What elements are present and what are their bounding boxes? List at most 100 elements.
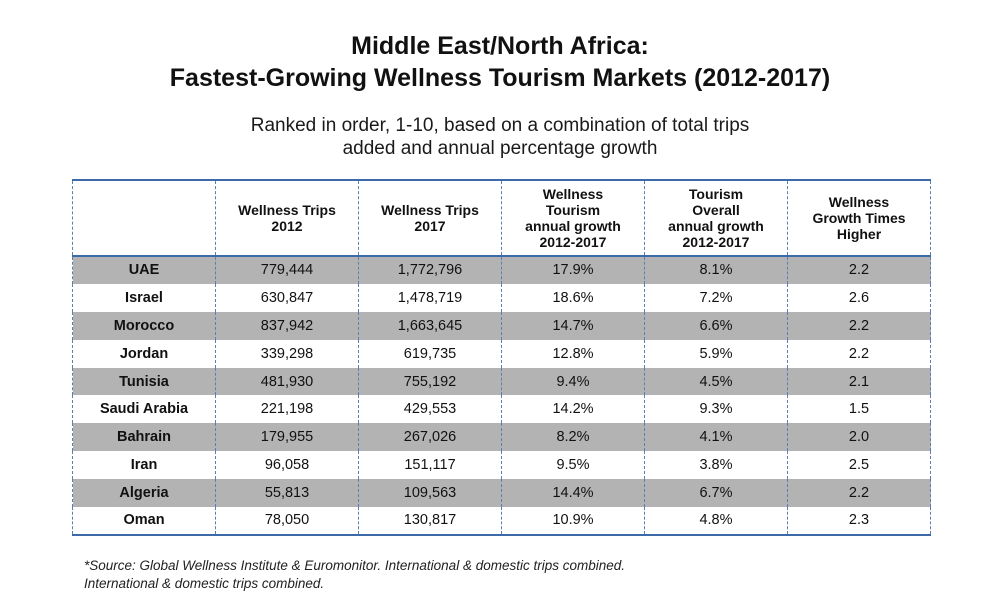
wellness-markets-table: Wellness Trips 2012 Wellness Trips 2017 Well…	[72, 179, 931, 536]
value-cell: 2.1	[787, 367, 931, 396]
table-row: UAE 779,444 1,772,796 17.9% 8.1% 2.2	[72, 256, 931, 284]
country-cell: Oman	[72, 507, 216, 536]
value-cell: 6.6%	[644, 311, 788, 340]
value-cell: 2.6	[787, 283, 931, 312]
page-title-line-2: Fastest-Growing Wellness Tourism Markets…	[169, 64, 831, 92]
table-header-line: 2012-2017	[539, 234, 607, 250]
value-cell: 12.8%	[501, 339, 645, 368]
table-row: Saudi Arabia 221,198 429,553 14.2% 9.3% 1.5	[72, 395, 931, 424]
value-cell: 4.8%	[644, 507, 788, 536]
table-row: Israel 630,847 1,478,719 18.6% 7.2% 2.6	[72, 283, 931, 312]
value-cell: 55,813	[215, 479, 359, 508]
value-cell: 14.4%	[501, 479, 645, 508]
value-cell: 9.4%	[501, 367, 645, 396]
value-cell: 221,198	[215, 395, 359, 424]
country-cell: Morocco	[72, 311, 216, 340]
value-cell: 3.8%	[644, 451, 788, 480]
table-header-line: 2012-2017	[682, 234, 750, 250]
country-cell: Saudi Arabia	[72, 395, 216, 424]
value-cell: 96,058	[215, 451, 359, 480]
table-header-cell: Wellness Tourism annual growth 2012-2017	[501, 179, 645, 257]
country-cell: Algeria	[72, 479, 216, 508]
value-cell: 1,663,645	[358, 311, 502, 340]
country-cell: Tunisia	[72, 367, 216, 396]
table-header-blank	[72, 179, 216, 257]
value-cell: 2.5	[787, 451, 931, 480]
table-header-line: Wellness Trips	[381, 202, 479, 218]
table-row: Algeria 55,813 109,563 14.4% 6.7% 2.2	[72, 479, 931, 508]
table-body: UAE 779,444 1,772,796 17.9% 8.1% 2.2 Israel 630…	[72, 256, 931, 536]
value-cell: 2.3	[787, 507, 931, 536]
table-header-line: annual growth	[525, 218, 621, 234]
table-header-line: Tourism	[688, 186, 744, 202]
value-cell: 8.1%	[644, 256, 788, 284]
value-cell: 17.9%	[501, 256, 645, 284]
value-cell: 481,930	[215, 367, 359, 396]
subtitle-line-1: Ranked in order, 1-10, based on a combin…	[250, 115, 750, 136]
value-cell: 9.3%	[644, 395, 788, 424]
country-cell: Bahrain	[72, 423, 216, 452]
value-cell: 14.7%	[501, 311, 645, 340]
value-cell: 429,553	[358, 395, 502, 424]
value-cell: 339,298	[215, 339, 359, 368]
value-cell: 8.2%	[501, 423, 645, 452]
value-cell: 779,444	[215, 256, 359, 284]
value-cell: 10.9%	[501, 507, 645, 536]
table-row: Oman 78,050 130,817 10.9% 4.8% 2.3	[72, 507, 931, 536]
value-cell: 151,117	[358, 451, 502, 480]
table-row: Tunisia 481,930 755,192 9.4% 4.5% 2.1	[72, 367, 931, 396]
value-cell: 619,735	[358, 339, 502, 368]
table-header-cell: Wellness Trips 2017	[358, 179, 502, 257]
value-cell: 2.0	[787, 423, 931, 452]
table-header-line: Growth Times	[812, 210, 906, 226]
value-cell: 2.2	[787, 339, 931, 368]
table-header-line: Overall	[692, 202, 740, 218]
value-cell: 14.2%	[501, 395, 645, 424]
value-cell: 2.2	[787, 256, 931, 284]
value-cell: 78,050	[215, 507, 359, 536]
value-cell: 6.7%	[644, 479, 788, 508]
table-header-line: 2012	[271, 218, 303, 234]
country-cell: Israel	[72, 283, 216, 312]
value-cell: 179,955	[215, 423, 359, 452]
country-cell: Iran	[72, 451, 216, 480]
value-cell: 109,563	[358, 479, 502, 508]
source-footnote: *Source: Global Wellness Institute & Eur…	[84, 557, 625, 593]
table-row: Iran 96,058 151,117 9.5% 3.8% 2.5	[72, 451, 931, 480]
page-title-line-1: Middle East/North Africa:	[351, 32, 649, 60]
table-header-line: Tourism	[545, 202, 601, 218]
table-header-line: 2017	[414, 218, 446, 234]
table-header-cell: Wellness Growth Times Higher	[787, 179, 931, 257]
value-cell: 4.5%	[644, 367, 788, 396]
value-cell: 1.5	[787, 395, 931, 424]
footnote-line-1: *Source: Global Wellness Institute & Eur…	[84, 558, 626, 573]
value-cell: 9.5%	[501, 451, 645, 480]
table-header-line: Wellness Trips	[238, 202, 336, 218]
table-row: Morocco 837,942 1,663,645 14.7% 6.6% 2.2	[72, 311, 931, 340]
value-cell: 267,026	[358, 423, 502, 452]
table-header-line: Wellness	[542, 186, 604, 202]
value-cell: 2.2	[787, 311, 931, 340]
value-cell: 1,478,719	[358, 283, 502, 312]
table-row: Jordan 339,298 619,735 12.8% 5.9% 2.2	[72, 339, 931, 368]
table-header-cell: Wellness Trips 2012	[215, 179, 359, 257]
value-cell: 18.6%	[501, 283, 645, 312]
value-cell: 4.1%	[644, 423, 788, 452]
subtitle-line-2: added and annual percentage growth	[342, 138, 658, 159]
value-cell: 1,772,796	[358, 256, 502, 284]
footnote-line-2: International & domestic trips combined.	[84, 576, 325, 591]
table-header-line: Wellness	[828, 194, 890, 210]
table-header-cell: Tourism Overall annual growth 2012-2017	[644, 179, 788, 257]
country-cell: Jordan	[72, 339, 216, 368]
country-cell: UAE	[72, 256, 216, 284]
value-cell: 837,942	[215, 311, 359, 340]
value-cell: 755,192	[358, 367, 502, 396]
table-header-line: annual growth	[668, 218, 764, 234]
value-cell: 630,847	[215, 283, 359, 312]
table-header-row: Wellness Trips 2012 Wellness Trips 2017 Well…	[72, 179, 931, 257]
table-header-line: Higher	[836, 226, 882, 242]
value-cell: 7.2%	[644, 283, 788, 312]
value-cell: 5.9%	[644, 339, 788, 368]
value-cell: 2.2	[787, 479, 931, 508]
value-cell: 130,817	[358, 507, 502, 536]
